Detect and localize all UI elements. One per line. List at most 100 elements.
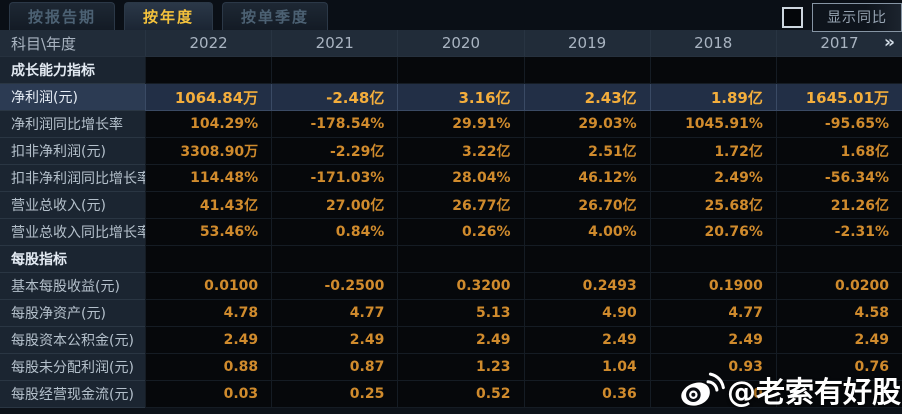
value-cell: 0.2493 [523,273,650,300]
value-cell: 0.3200 [397,273,524,300]
value-cell: 2.51亿 [523,138,650,165]
value-cell: 0.76 [775,354,902,381]
value-cell: 26.77亿 [397,192,524,219]
section-row: 成长能力指标 [0,57,902,84]
value-cell: 1.72亿 [649,138,776,165]
value-cell: 0.87 [271,354,398,381]
table-row: 每股未分配利润(元) 0.88 0.87 1.23 1.04 0.93 0.76 [0,354,902,381]
value-cell: 21.26亿 [775,192,902,219]
value-cell: -178.54% [271,111,398,138]
value-cell: 0.0200 [775,273,902,300]
value-cell [397,246,524,273]
row-label: 营业总收入(元) [0,192,145,219]
value-cell: -2.29亿 [271,138,398,165]
value-cell: 2.43亿 [523,84,650,111]
show-yoy-checkbox[interactable] [782,7,803,28]
value-cell: 0.03 [145,381,272,408]
tab-annual[interactable]: 按年度 [124,2,214,30]
table-row: 扣非净利润同比增长率 114.48% -171.03% 28.04% 46.12% 2.4… [0,165,902,192]
value-cell: 29.91% [397,111,524,138]
value-cell: 26.70亿 [523,192,650,219]
year-header-2017: 2017» [775,30,902,56]
value-cell: 0 [649,381,776,408]
value-cell: -0.2500 [271,273,398,300]
value-cell: 4.77 [271,300,398,327]
value-cell: 3.16亿 [397,84,524,111]
value-cell: 2.49 [397,327,524,354]
row-label: 每股指标 [0,246,145,273]
value-cell: 1.04 [523,354,650,381]
value-cell: 25.68亿 [649,192,776,219]
year-header-2019: 2019 [523,30,650,56]
value-cell: 29.03% [523,111,650,138]
value-cell: 2.49 [775,327,902,354]
year-header-2018: 2018 [649,30,776,56]
subject-year-header: 科目\年度 [11,34,77,53]
value-cell: -2.31% [775,219,902,246]
value-cell: 5.13 [397,300,524,327]
row-label: 扣非净利润同比增长率 [0,165,151,192]
value-cell: 0.36 [523,381,650,408]
table-row: 每股资本公积金(元) 2.49 2.49 2.49 2.49 2.49 2.49 [0,327,902,354]
value-cell: 0.1900 [649,273,776,300]
value-cell: 53.46% [145,219,272,246]
value-cell: 2.49 [649,327,776,354]
value-cell: 0.0100 [145,273,272,300]
row-label: 每股资本公积金(元) [0,327,145,354]
table-row: 扣非净利润(元) 3308.90万 -2.29亿 3.22亿 2.51亿 1.72亿 1.6… [0,138,902,165]
value-cell: 2.49 [271,327,398,354]
value-cell [271,246,398,273]
value-cell: 20.76% [649,219,776,246]
tab-report-period[interactable]: 按报告期 [9,2,116,30]
value-cell [271,57,398,84]
value-cell: 3.22亿 [397,138,524,165]
table-row: 净利润同比增长率 104.29% -178.54% 29.91% 29.03% 1045.… [0,111,902,138]
value-cell: -2.48亿 [271,84,398,111]
value-cell: -95.65% [775,111,902,138]
row-label: 每股净资产(元) [0,300,145,327]
value-cell: 0.84% [271,219,398,246]
value-cell: 0.93 [649,354,776,381]
value-cell [397,57,524,84]
period-tabbar: 按报告期 按年度 按单季度 显示同比 [0,0,902,32]
value-cell: 2.49 [145,327,272,354]
value-cell [145,246,272,273]
row-label: 每股未分配利润(元) [0,354,145,381]
value-cell: 41.43亿 [145,192,272,219]
financial-metrics-table: 科目\年度 2022 2021 2020 2019 2018 2017» 成长能力指标 净利… [0,30,902,414]
value-cell: -56.34% [775,165,902,192]
value-cell: 1.23 [397,354,524,381]
value-cell: 1.68亿 [775,138,902,165]
value-cell: 4.58 [775,300,902,327]
value-cell: 4.00% [523,219,650,246]
value-cell: 104.29% [145,111,272,138]
row-label: 扣非净利润(元) [0,138,145,165]
tab-single-quarter[interactable]: 按单季度 [222,2,329,30]
value-cell [523,57,650,84]
show-yoy-control: 显示同比 [782,3,902,32]
value-cell [145,57,272,84]
table-bottom-filler [0,408,902,414]
value-cell: 4.90 [523,300,650,327]
year-header-2021: 2021 [271,30,397,56]
value-cell: 2.49% [649,165,776,192]
value-cell: 0.25 [271,381,398,408]
value-cell: 0.52 [397,381,524,408]
value-cell [775,381,902,408]
row-label: 净利润同比增长率 [0,111,145,138]
show-yoy-label[interactable]: 显示同比 [812,3,902,32]
section-row: 每股指标 [0,246,902,273]
more-years-icon[interactable]: » [884,32,896,53]
table-header-row: 科目\年度 2022 2021 2020 2019 2018 2017» [0,30,902,57]
table-row: 营业总收入(元) 41.43亿 27.00亿 26.77亿 26.70亿 25.68亿 21… [0,192,902,219]
row-label: 成长能力指标 [0,57,145,84]
value-cell: 1064.84万 [145,84,272,111]
value-cell: 2.49 [523,327,650,354]
value-cell: -171.03% [271,165,398,192]
table-row: 每股经营现金流(元) 0.03 0.25 0.52 0.36 0 [0,381,902,408]
value-cell: 0.26% [397,219,524,246]
value-cell: 4.77 [649,300,776,327]
value-cell: 1645.01万 [775,84,902,111]
value-cell: 28.04% [397,165,524,192]
